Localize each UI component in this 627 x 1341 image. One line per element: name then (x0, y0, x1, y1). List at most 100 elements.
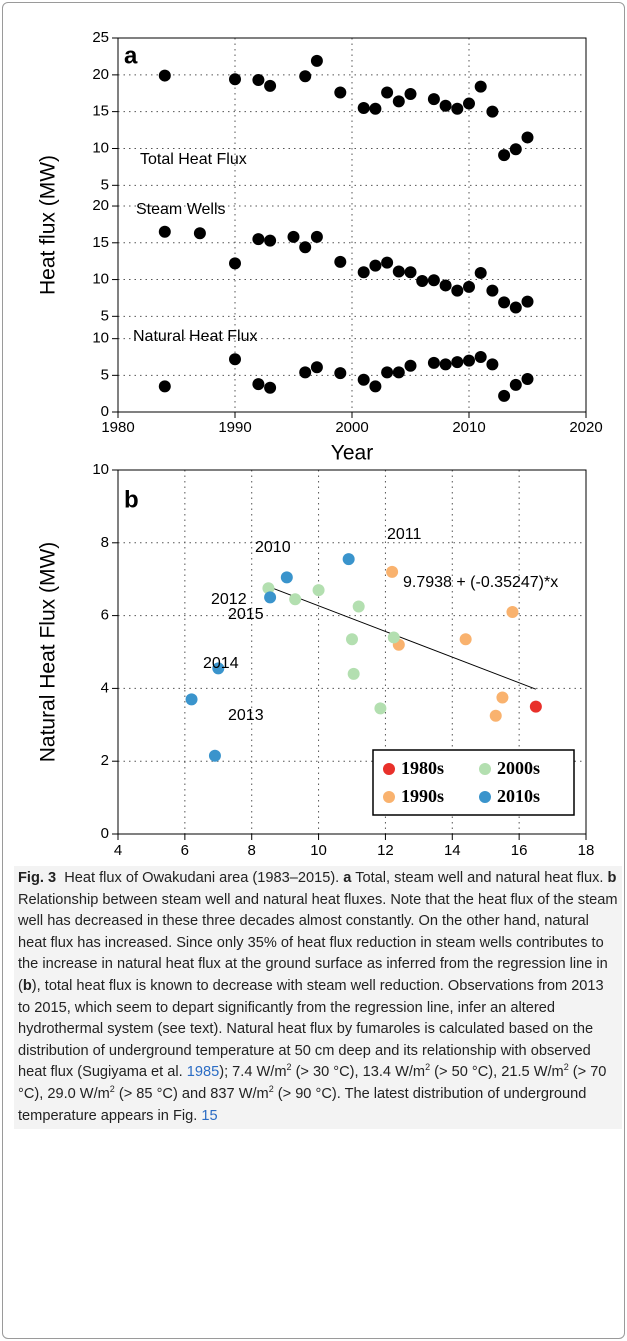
data-point (489, 709, 502, 722)
data-point (463, 280, 475, 293)
y-tick-label: 4 (101, 679, 109, 696)
data-point (506, 605, 519, 618)
y-tick-label: 10 (92, 139, 109, 156)
caption-text: 2 (286, 1062, 292, 1073)
caption-text: 2 (425, 1062, 431, 1073)
data-point (229, 73, 241, 86)
caption-text: 2 (268, 1084, 274, 1095)
data-point (280, 571, 293, 584)
y-tick-label: 15 (92, 103, 109, 120)
legend-label: 1980s (401, 758, 444, 778)
data-point (463, 354, 475, 367)
caption-text: a (343, 870, 352, 886)
data-point (392, 95, 405, 108)
data-point (427, 274, 440, 287)
data-point (299, 70, 312, 83)
data-point (509, 378, 522, 391)
caption-text: ), total heat flux is known to decrease … (18, 977, 608, 1081)
caption-text: (> 50 °C), 21.5 W/m (430, 1064, 564, 1081)
data-point (299, 241, 312, 254)
data-point (229, 353, 241, 366)
caption-text: 2 (109, 1084, 115, 1095)
data-point (229, 257, 241, 270)
data-point (334, 86, 347, 99)
data-point (369, 380, 382, 393)
data-point (310, 54, 323, 67)
data-point (208, 749, 221, 762)
data-point (521, 295, 534, 308)
y-axis-label: Natural Heat Flux (MW) (37, 542, 60, 763)
data-point (496, 691, 509, 704)
caption-text: (> 70 °C), 29.0 W/m (18, 1064, 611, 1102)
y-tick-label: 15 (92, 234, 109, 251)
data-point (299, 366, 312, 379)
citation-link[interactable]: 15 (201, 1107, 218, 1124)
panel-series-label: Total Heat Flux (140, 151, 247, 168)
data-point (451, 284, 464, 297)
caption-text: Relationship between steam well and natu… (18, 870, 622, 994)
data-point (264, 234, 277, 247)
x-tick-label: 2000 (335, 419, 368, 436)
panel-series-label: Steam Wells (136, 201, 226, 218)
x-tick-label: 16 (511, 842, 528, 859)
data-point (262, 582, 275, 595)
data-point (404, 87, 417, 100)
caption-text: Total, steam well and natural heat flux. (351, 870, 608, 886)
data-point (369, 259, 382, 272)
y-tick-label: 2 (101, 752, 109, 769)
data-point (193, 227, 206, 240)
data-point (342, 553, 355, 566)
data-point (404, 359, 417, 372)
data-point (346, 633, 358, 646)
x-tick-label: 4 (114, 842, 122, 859)
data-point (509, 301, 522, 314)
data-point (474, 80, 487, 93)
x-tick-label: 6 (181, 842, 189, 859)
x-tick-label: 2010 (452, 419, 485, 436)
data-point (451, 356, 464, 369)
y-tick-label: 20 (92, 66, 109, 83)
plot-frame (117, 469, 587, 835)
data-point (264, 591, 277, 604)
x-tick-label: 18 (578, 842, 595, 859)
data-point (185, 693, 198, 706)
point-annotation: 2014 (203, 655, 239, 672)
data-point (392, 366, 405, 379)
legend-label: 2010s (497, 786, 540, 806)
x-axis-label: Year (331, 442, 373, 465)
caption-text: b (22, 977, 32, 994)
data-point (287, 230, 300, 243)
data-point (459, 633, 472, 646)
data-point (369, 102, 382, 115)
x-tick-label: 2020 (569, 419, 602, 436)
data-point (310, 361, 323, 374)
citation-link[interactable]: 1985 (186, 1064, 220, 1081)
x-tick-label: 12 (377, 842, 394, 859)
data-point (212, 662, 225, 675)
data-point (521, 373, 534, 385)
y-tick-label: 6 (101, 607, 109, 624)
data-point (381, 366, 394, 379)
data-point (498, 149, 511, 162)
point-annotation: 2015 (228, 606, 264, 623)
data-point (334, 367, 347, 380)
x-tick-label: 10 (310, 842, 327, 859)
data-point (252, 73, 265, 86)
data-point (264, 381, 277, 394)
point-annotation: 2010 (255, 539, 291, 556)
data-point (381, 86, 394, 99)
point-annotation: 2013 (228, 707, 264, 724)
data-point (158, 225, 171, 238)
data-point (439, 279, 452, 292)
caption: Fig. 3 Heat flux of Owakudani area (1983… (14, 866, 622, 1130)
point-annotation: 2012 (211, 591, 247, 608)
data-point (374, 702, 387, 715)
data-point (486, 105, 499, 118)
data-point (509, 143, 522, 156)
y-tick-label: 0 (101, 825, 109, 842)
data-point (347, 667, 360, 680)
x-tick-label: 8 (248, 842, 256, 859)
y-tick-label: 10 (92, 271, 109, 288)
data-point (352, 600, 365, 613)
